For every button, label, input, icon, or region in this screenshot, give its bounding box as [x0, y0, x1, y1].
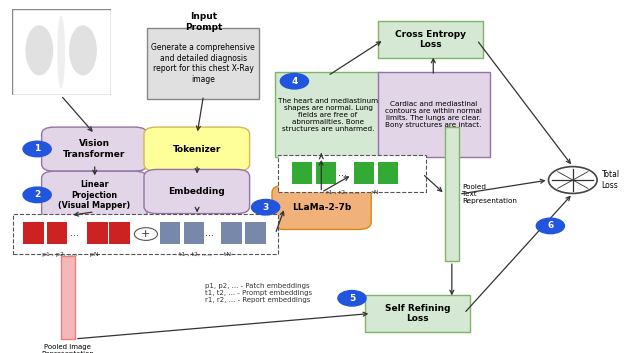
FancyBboxPatch shape — [144, 127, 250, 171]
Ellipse shape — [57, 15, 65, 89]
Text: Pooled
Text
Representation: Pooled Text Representation — [462, 184, 517, 204]
FancyBboxPatch shape — [365, 295, 470, 332]
FancyBboxPatch shape — [13, 214, 278, 254]
Text: 2: 2 — [34, 190, 40, 199]
FancyBboxPatch shape — [61, 256, 75, 339]
Circle shape — [23, 187, 51, 203]
Text: Tokenizer: Tokenizer — [173, 145, 221, 154]
Circle shape — [536, 218, 564, 234]
FancyBboxPatch shape — [272, 185, 371, 229]
Ellipse shape — [38, 29, 84, 72]
Text: p1 , p2, ....,      pN: p1 , p2, ...., pN — [42, 252, 99, 257]
Text: Cross Entropy
Loss: Cross Entropy Loss — [395, 30, 466, 49]
Text: Total
Loss: Total Loss — [602, 170, 620, 190]
FancyBboxPatch shape — [144, 169, 250, 214]
FancyBboxPatch shape — [221, 222, 242, 244]
FancyBboxPatch shape — [378, 162, 398, 184]
Ellipse shape — [45, 35, 77, 66]
Text: Self Refining
Loss: Self Refining Loss — [385, 304, 451, 323]
FancyBboxPatch shape — [87, 222, 108, 244]
FancyBboxPatch shape — [278, 155, 426, 192]
Text: Vision
Transformer: Vision Transformer — [63, 139, 125, 159]
FancyBboxPatch shape — [445, 127, 459, 261]
Text: 4: 4 — [291, 77, 298, 86]
FancyBboxPatch shape — [378, 72, 490, 157]
FancyBboxPatch shape — [292, 162, 312, 184]
Text: 1: 1 — [34, 144, 40, 154]
Text: 6: 6 — [547, 221, 554, 231]
Text: ...: ... — [338, 168, 347, 178]
Ellipse shape — [26, 17, 97, 84]
FancyBboxPatch shape — [354, 162, 374, 184]
FancyBboxPatch shape — [160, 222, 180, 244]
Ellipse shape — [32, 23, 90, 78]
Text: LLaMa-2-7b: LLaMa-2-7b — [292, 203, 351, 212]
Text: Generate a comprehensive
and detailed diagnosis
report for this chest X-Ray
imag: Generate a comprehensive and detailed di… — [151, 43, 255, 84]
Text: r1 , r2, ....,      rN: r1 , r2, ...., rN — [326, 190, 378, 195]
FancyBboxPatch shape — [184, 222, 204, 244]
FancyBboxPatch shape — [109, 222, 130, 244]
FancyBboxPatch shape — [42, 127, 147, 171]
Circle shape — [134, 228, 157, 240]
Circle shape — [338, 291, 366, 306]
Circle shape — [252, 199, 280, 215]
FancyBboxPatch shape — [23, 222, 44, 244]
Text: t1 , t2, ....,      tN: t1 , t2, ...., tN — [179, 252, 231, 257]
FancyBboxPatch shape — [47, 222, 67, 244]
Text: ...: ... — [205, 228, 214, 238]
Text: p1, p2, ... - Patch embeddings
t1, t2, ... - Prompt embeddings
r1, r2, ... - Rep: p1, p2, ... - Patch embeddings t1, t2, .… — [205, 283, 312, 303]
Text: Cardiac and mediastinal
contours are within normal
limits. The lungs are clear.
: Cardiac and mediastinal contours are wit… — [385, 101, 482, 128]
Text: Input
Prompt: Input Prompt — [185, 12, 222, 32]
FancyBboxPatch shape — [147, 28, 259, 99]
Circle shape — [280, 73, 308, 89]
FancyBboxPatch shape — [275, 72, 381, 157]
Text: 5: 5 — [349, 294, 355, 303]
FancyBboxPatch shape — [42, 171, 147, 219]
FancyBboxPatch shape — [316, 162, 336, 184]
Ellipse shape — [69, 25, 97, 76]
Text: Linear
Projection
(Visual Mapper): Linear Projection (Visual Mapper) — [58, 180, 131, 210]
Text: The heart and mediastinum
shapes are normal. Lung
fields are free of
abnormaliti: The heart and mediastinum shapes are nor… — [278, 98, 378, 132]
Circle shape — [548, 167, 597, 193]
Ellipse shape — [19, 11, 103, 90]
Text: +: + — [141, 229, 150, 239]
Text: Pooled Image
Representation: Pooled Image Representation — [42, 344, 94, 353]
Text: ...: ... — [70, 228, 79, 238]
Text: Embedding: Embedding — [168, 187, 225, 196]
FancyBboxPatch shape — [245, 222, 266, 244]
Text: 3: 3 — [262, 203, 269, 212]
FancyBboxPatch shape — [378, 21, 483, 58]
Circle shape — [23, 141, 51, 157]
Ellipse shape — [26, 25, 53, 76]
